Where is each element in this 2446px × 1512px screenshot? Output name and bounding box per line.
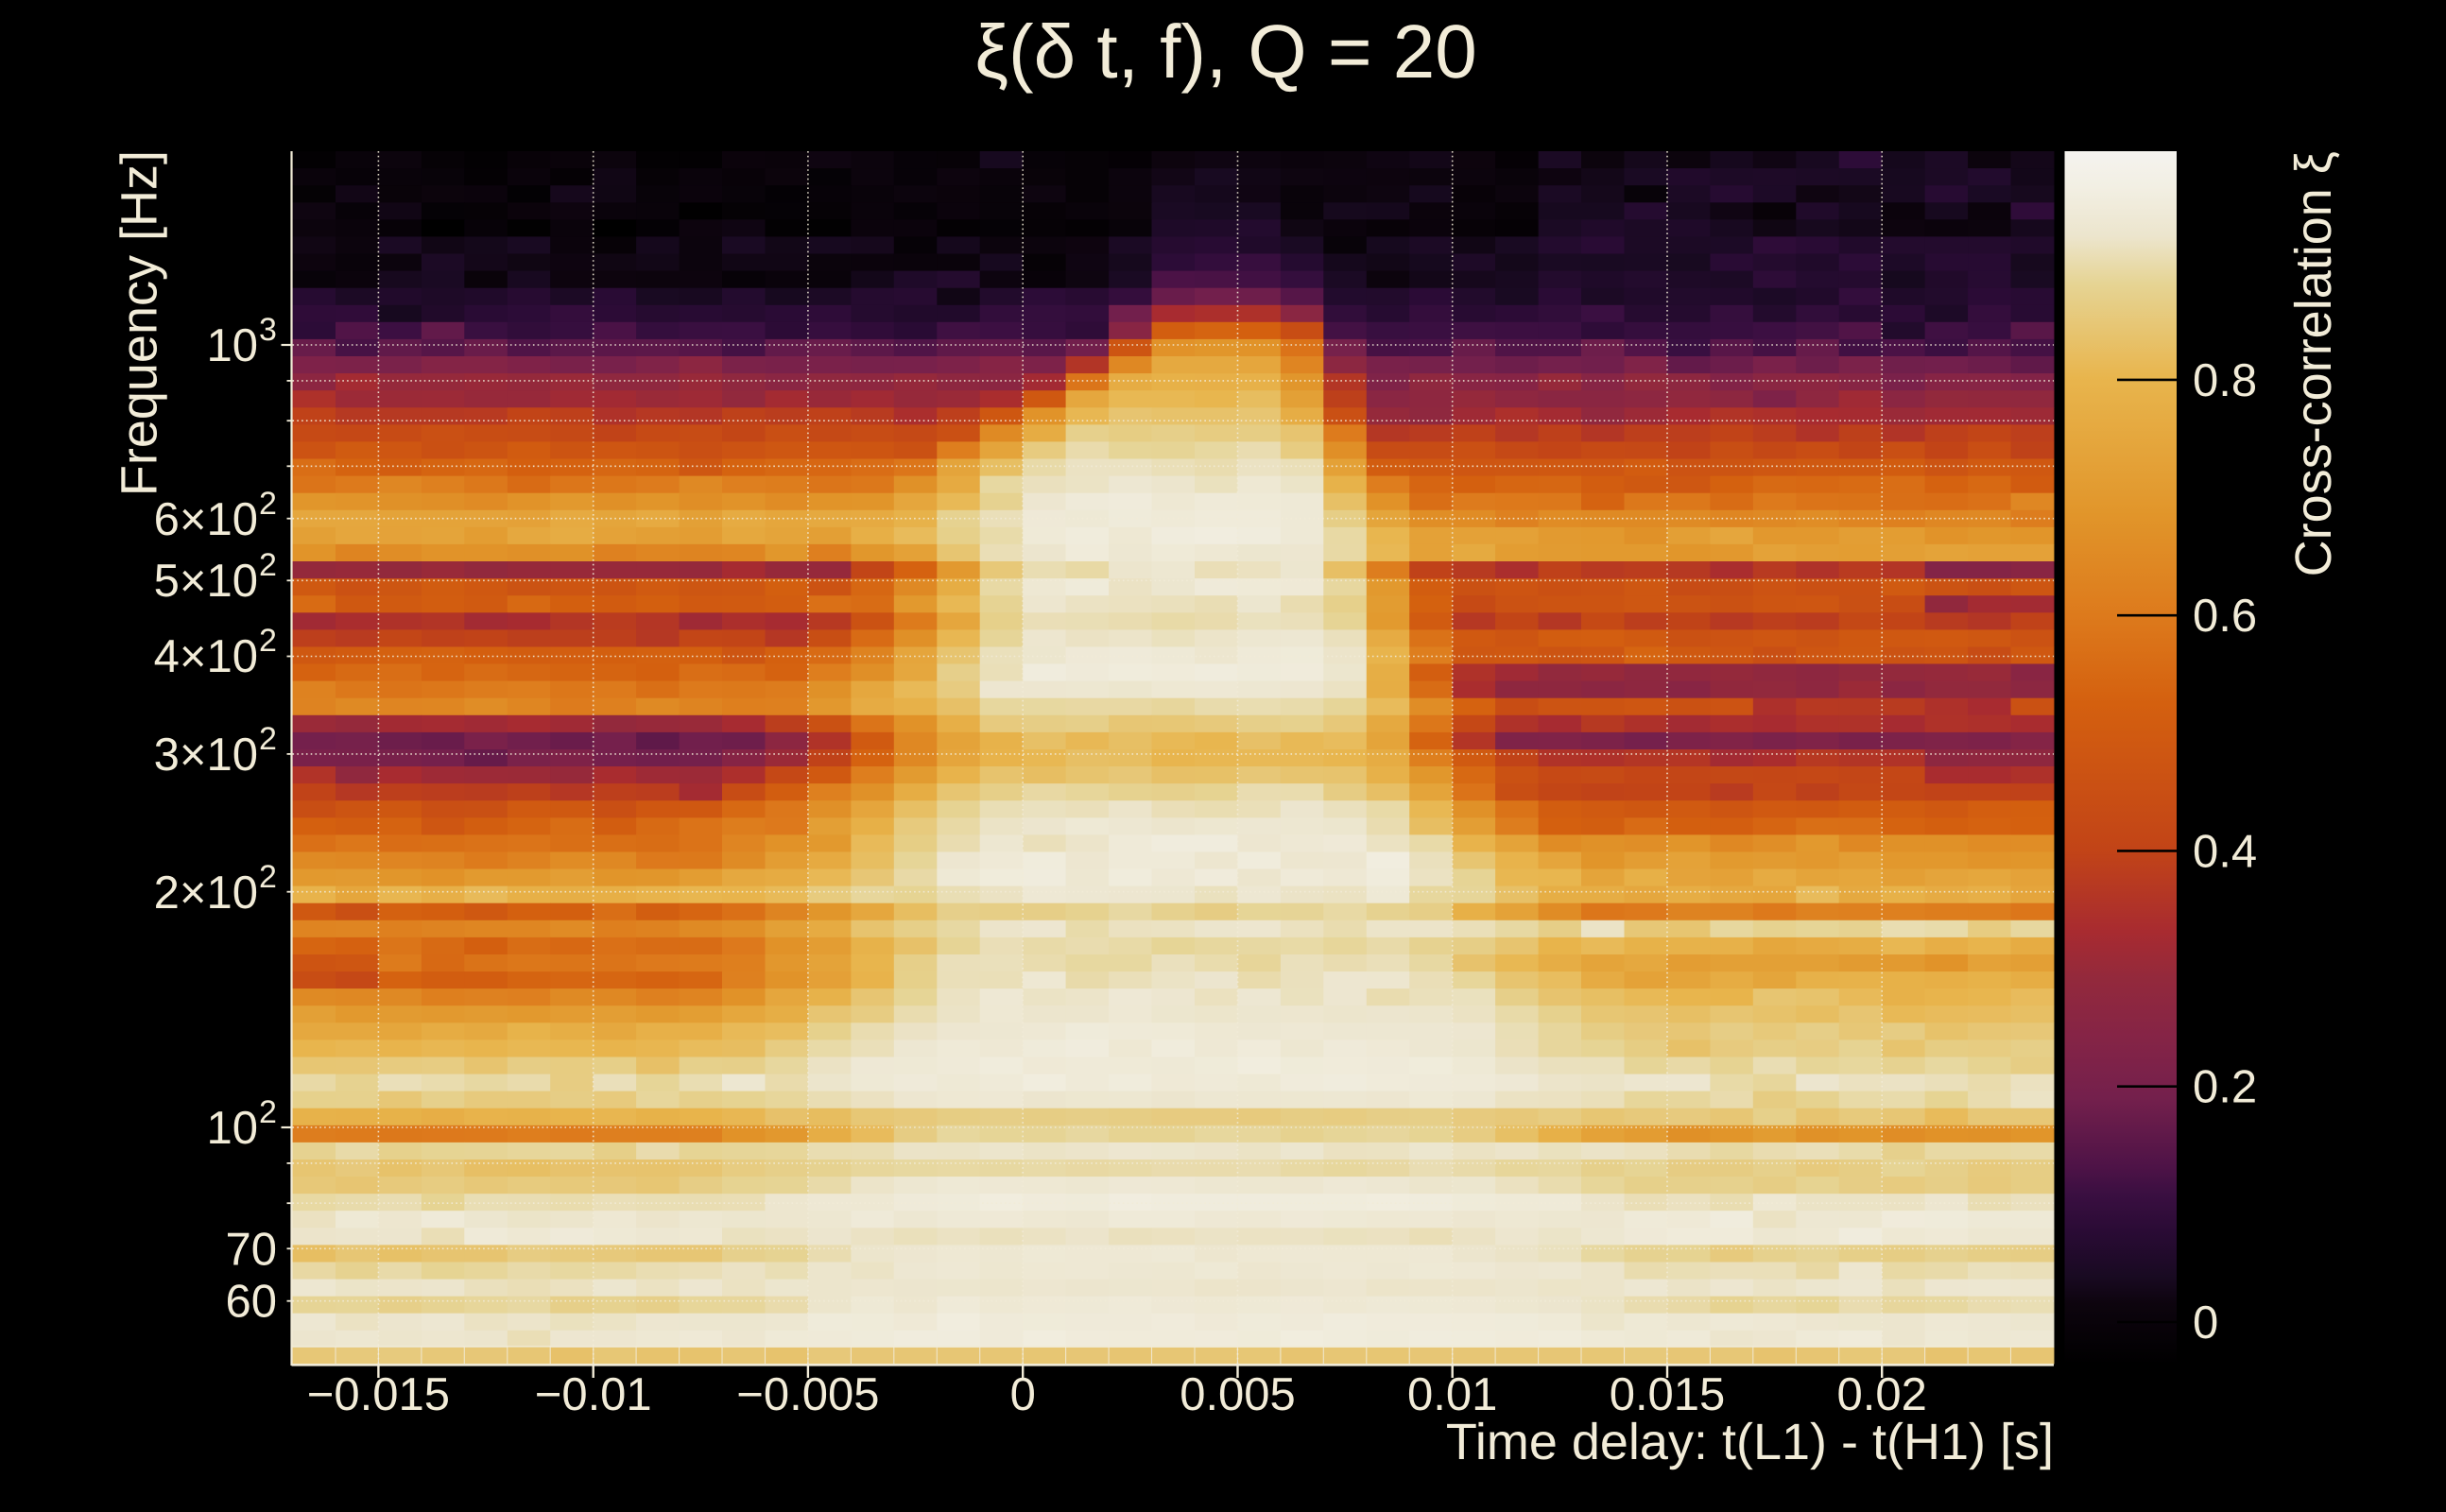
svg-text:3: 3 [259, 312, 277, 348]
svg-text:2: 2 [259, 1094, 277, 1130]
svg-text:ξ(δ t, f), Q = 20: ξ(δ t, f), Q = 20 [974, 9, 1477, 94]
svg-text:2: 2 [259, 623, 277, 659]
svg-text:0.2: 0.2 [2193, 1062, 2257, 1113]
svg-text:0.015: 0.015 [1610, 1369, 1726, 1420]
svg-text:2: 2 [259, 721, 277, 757]
svg-text:Frequency [Hz]: Frequency [Hz] [112, 150, 168, 496]
svg-text:2: 2 [259, 486, 277, 522]
svg-text:6×10: 6×10 [154, 494, 258, 545]
svg-text:0.6: 0.6 [2193, 591, 2257, 642]
svg-text:70: 70 [225, 1224, 277, 1275]
svg-text:−0.015: −0.015 [307, 1369, 450, 1420]
svg-text:Time delay: t(L1) - t(H1) [s]: Time delay: t(L1) - t(H1) [s] [1446, 1414, 2054, 1470]
svg-text:2×10: 2×10 [154, 868, 258, 919]
svg-text:0.005: 0.005 [1180, 1369, 1296, 1420]
svg-text:2: 2 [259, 547, 277, 583]
svg-text:2: 2 [259, 859, 277, 895]
svg-text:0: 0 [1010, 1369, 1036, 1420]
svg-text:−0.01: −0.01 [535, 1369, 652, 1420]
svg-text:5×10: 5×10 [154, 556, 258, 607]
svg-text:Cross-correlation ξ: Cross-correlation ξ [2285, 151, 2342, 576]
svg-text:10: 10 [206, 320, 258, 371]
svg-text:0.8: 0.8 [2193, 355, 2257, 406]
svg-text:3×10: 3×10 [154, 730, 258, 781]
svg-text:0: 0 [2193, 1297, 2218, 1349]
svg-text:0.01: 0.01 [1407, 1369, 1497, 1420]
svg-text:−0.005: −0.005 [736, 1369, 879, 1420]
svg-text:0.02: 0.02 [1837, 1369, 1927, 1420]
svg-text:0.4: 0.4 [2193, 826, 2257, 877]
svg-text:4×10: 4×10 [154, 631, 258, 682]
svg-text:10: 10 [206, 1103, 258, 1154]
svg-text:60: 60 [225, 1277, 277, 1328]
